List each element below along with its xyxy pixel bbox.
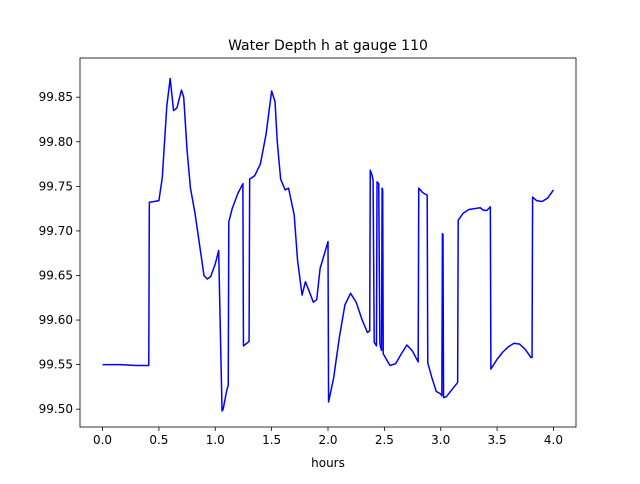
y-tick-label: 99.55 — [39, 358, 73, 372]
y-tick-label: 99.75 — [39, 179, 73, 193]
x-tick-label: 1.5 — [262, 433, 281, 447]
chart-title: Water Depth h at gauge 110 — [228, 38, 428, 54]
x-tick-label: 2.5 — [375, 433, 394, 447]
x-tick-label: 1.0 — [206, 433, 225, 447]
x-axis: 0.0 0.5 1.0 1.5 2.0 2.5 3.0 3.5 4.0 — [93, 427, 563, 447]
y-tick-label: 99.65 — [39, 268, 73, 282]
y-tick-label: 99.50 — [39, 402, 73, 416]
y-tick-label: 99.80 — [39, 135, 73, 149]
y-axis: 99.50 99.55 99.60 99.65 99.70 99.75 99.80 99.85 — [39, 90, 80, 416]
x-tick-label: 3.5 — [488, 433, 507, 447]
x-tick-label: 2.0 — [318, 433, 337, 447]
y-tick-label: 99.60 — [39, 313, 73, 327]
x-tick-label: 3.0 — [431, 433, 450, 447]
y-tick-label: 99.70 — [39, 224, 73, 238]
series-line — [102, 77, 555, 412]
x-axis-label: hours — [311, 456, 345, 470]
x-tick-label: 0.0 — [93, 433, 112, 447]
x-tick-label: 0.5 — [149, 433, 168, 447]
x-tick-label: 4.0 — [544, 433, 563, 447]
y-tick-label: 99.85 — [39, 90, 73, 104]
